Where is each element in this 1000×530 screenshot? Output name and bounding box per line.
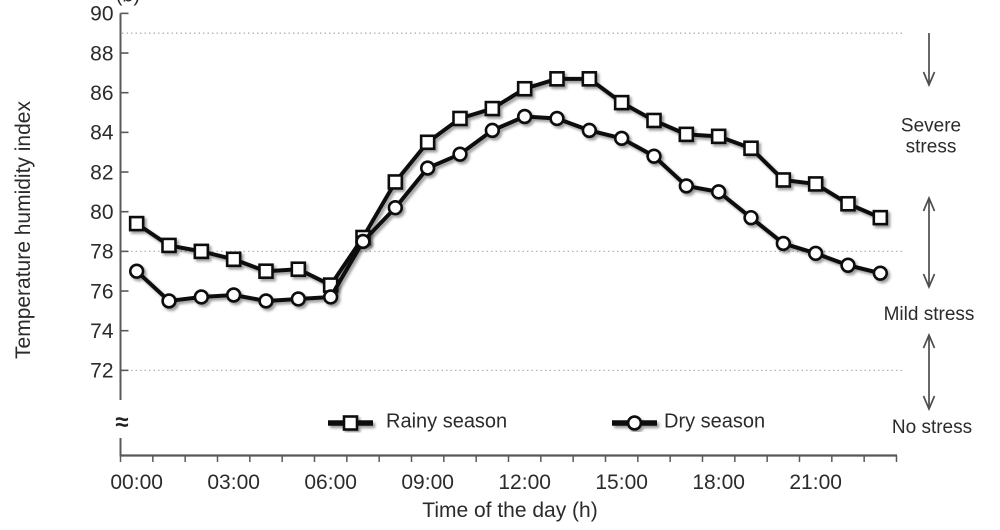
data-point-circle-marker [646, 148, 662, 164]
x-tick-label: 12:00 [498, 471, 551, 494]
data-point-circle-marker [743, 209, 759, 226]
data-point-square-marker [840, 195, 856, 212]
data-point-square-marker [484, 100, 501, 117]
data-point-square-marker [419, 134, 436, 151]
x-tick-label: 18:00 [692, 471, 745, 494]
stress-arrow-0 [922, 33, 936, 88]
data-point-square-marker [775, 172, 792, 188]
series-dry-season [128, 108, 889, 309]
x-axis-title: Time of the day (h) [422, 499, 598, 522]
series-rainy-season [128, 71, 889, 293]
data-point-circle-marker [419, 160, 436, 176]
data-point-circle-marker [161, 293, 177, 309]
y-tick-label: 74 [90, 320, 114, 343]
data-point-square-marker [161, 237, 177, 254]
data-point-circle-marker [581, 122, 598, 139]
y-tick-label: 82 [90, 161, 113, 184]
data-point-square-marker [225, 251, 242, 268]
data-point-circle-marker [840, 257, 856, 273]
data-point-square-marker [581, 71, 598, 87]
y-tick-label: 72 [90, 360, 113, 383]
arrow-head-down-icon [922, 273, 936, 290]
legend-key-0 [328, 415, 373, 431]
x-tick-label: 00:00 [110, 471, 163, 494]
x-tick-label: 15:00 [595, 471, 648, 494]
data-point-circle-marker [258, 293, 274, 309]
data-point-square-marker [290, 261, 307, 278]
data-point-square-marker [807, 176, 824, 192]
annotation-severe-stress: Severe stress [900, 115, 962, 158]
data-point-square-marker [516, 80, 533, 97]
series-line [135, 114, 881, 303]
y-tick-label: 86 [90, 82, 113, 105]
x-tick-label: 03:00 [207, 471, 260, 494]
data-point-square-marker [710, 128, 727, 145]
data-point-square-marker [743, 140, 759, 157]
y-tick-label: 80 [90, 201, 113, 224]
data-point-circle-marker [549, 110, 565, 127]
data-point-square-marker [387, 174, 404, 190]
data-point-circle-marker [775, 235, 792, 252]
arrow-head-down-icon [922, 395, 936, 412]
arrow-head-up-icon [922, 195, 936, 212]
data-point-circle-marker [322, 289, 339, 305]
y-tick-label: 84 [90, 122, 114, 145]
legend-label-dry-season: Dry season [664, 410, 766, 433]
data-point-square-marker [258, 263, 274, 279]
annotation-no-stress: No stress [891, 417, 973, 438]
panel-label: (b) [116, 0, 140, 8]
data-point-circle-marker [613, 130, 630, 147]
data-point-circle-marker [678, 178, 695, 194]
data-point-circle-marker [387, 200, 404, 216]
legend-label-rainy-season: Rainy season [386, 410, 508, 433]
data-point-square-marker [193, 243, 210, 260]
data-point-circle-marker [290, 291, 307, 307]
data-point-square-marker [452, 110, 468, 127]
y-tick-label: 78 [90, 241, 113, 264]
data-point-circle-marker [452, 146, 468, 162]
data-point-square-marker [342, 415, 359, 431]
data-point-circle-marker [484, 122, 501, 139]
arrow-head-down-icon [922, 71, 936, 88]
y-tick-label: 90 [90, 3, 113, 26]
data-point-square-marker [646, 112, 662, 129]
data-point-square-marker [613, 94, 630, 111]
y-axis-title: Temperature humidity index [12, 101, 35, 359]
legend-key-1 [612, 415, 657, 431]
annotation-mild-stress: Mild stress [883, 304, 975, 325]
data-point-circle-marker [225, 287, 242, 303]
x-tick-label: 06:00 [304, 471, 357, 494]
y-tick-label: 76 [90, 280, 113, 303]
data-point-circle-marker [872, 265, 889, 281]
data-point-circle-marker [128, 263, 145, 279]
data-point-circle-marker [355, 233, 371, 250]
data-point-square-marker [549, 71, 565, 87]
data-point-circle-marker [807, 245, 824, 262]
stress-arrow-2 [922, 332, 936, 412]
data-point-square-marker [872, 209, 889, 226]
data-point-circle-marker [516, 108, 533, 125]
y-tick-label: 88 [90, 42, 113, 65]
data-point-circle-marker [626, 415, 643, 431]
arrow-head-up-icon [922, 332, 936, 349]
data-point-circle-marker [710, 184, 727, 200]
x-tick-label: 21:00 [789, 471, 842, 494]
y-axis-break-symbol: ≈ [115, 409, 129, 436]
data-point-square-marker [128, 215, 145, 232]
data-point-circle-marker [193, 289, 210, 305]
series-line [135, 76, 882, 288]
x-tick-label: 09:00 [401, 471, 454, 494]
data-point-square-marker [678, 126, 695, 143]
stress-arrow-1 [922, 195, 936, 290]
